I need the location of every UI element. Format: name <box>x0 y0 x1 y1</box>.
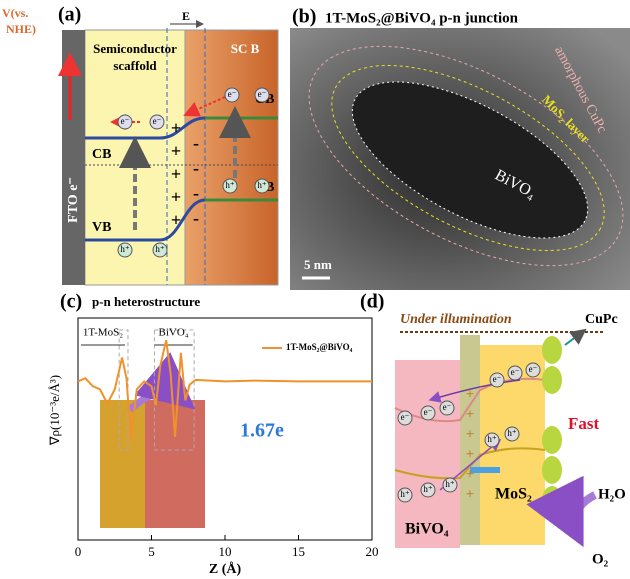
particle-label: e⁻ <box>401 412 410 422</box>
panel-label: (c) <box>60 291 82 313</box>
particle-label: e⁻ <box>121 116 130 126</box>
panel-b: (b) 1T-MoS₂@BiVO₄ p-n junction amorphous… <box>275 1 630 311</box>
charge: + <box>171 141 181 161</box>
panel-a: (a) V(vs. NHE) FTO e⁻ E Semiconductor sc… <box>2 4 278 285</box>
oxygen-label: O₂ <box>592 551 609 567</box>
particle-label: h⁺ <box>155 244 165 254</box>
bivo4-label: BiVO₄ <box>405 521 449 538</box>
panel-title: 1T-MoS₂@BiVO₄ p-n junction <box>325 10 519 26</box>
cupc-bump <box>542 486 562 514</box>
charge: + <box>171 210 181 230</box>
particle-label: e⁻ <box>493 374 502 384</box>
region-label: scaffold <box>113 58 157 73</box>
panel-label: (b) <box>292 6 316 28</box>
x-tick-label: 10 <box>219 544 232 559</box>
particle-label: e⁻ <box>443 402 452 412</box>
charge: - <box>193 183 199 203</box>
region-label: Semiconductor <box>93 41 177 56</box>
panel-label: (d) <box>360 291 384 313</box>
charge: - <box>193 133 199 153</box>
particle-label: e⁻ <box>153 116 162 126</box>
charge: - <box>193 208 199 228</box>
panel-label: (a) <box>58 4 81 26</box>
region-label: BiVO₄ <box>158 327 188 339</box>
charge: + <box>466 446 474 462</box>
y-axis-label: ∇ρ(10⁻³e/Å³) <box>47 375 62 446</box>
band-label: CB <box>92 147 111 162</box>
particle-label: e⁻ <box>258 89 267 99</box>
region-label: SC B <box>231 41 260 56</box>
x-axis-label: Z (Å) <box>209 561 242 577</box>
cupc-bump <box>542 456 562 484</box>
fto-label: FTO e⁻ <box>66 177 81 223</box>
x-tick-label: 5 <box>148 544 155 559</box>
particle-label: e⁻ <box>228 89 237 99</box>
particle-label: e⁻ <box>424 407 433 417</box>
band-label: VB <box>92 220 111 235</box>
fast-label: Fast <box>568 414 600 433</box>
chart-title: p-n heterostructure <box>92 294 200 309</box>
charge: + <box>171 118 181 138</box>
illumination-label: Under illumination <box>400 312 512 327</box>
particle-label: e⁻ <box>529 364 538 374</box>
field-label: E <box>182 9 190 23</box>
region-label: 1T-MoS₂ <box>83 327 123 339</box>
figure: (a) V(vs. NHE) FTO e⁻ E Semiconductor sc… <box>0 0 630 579</box>
charge: + <box>171 164 181 184</box>
oxidation-arrow <box>575 495 595 540</box>
particle-label: h⁺ <box>423 484 433 494</box>
legend-label: 1T-MoS₂@BiVO₄ <box>286 342 353 352</box>
charge: + <box>466 426 474 442</box>
particle-label: h⁺ <box>225 180 235 190</box>
axis-label: V(vs. <box>2 6 28 20</box>
cupc-bump <box>542 366 562 394</box>
particle-label: h⁺ <box>507 428 517 438</box>
particle-label: h⁺ <box>445 479 455 489</box>
particle-label: h⁺ <box>257 180 267 190</box>
fto-bar <box>62 30 85 285</box>
particle-label: h⁺ <box>120 244 130 254</box>
charge: + <box>466 406 474 422</box>
particle-label: e⁻ <box>511 367 520 377</box>
cupc-bump <box>542 426 562 454</box>
charge: + <box>466 386 474 402</box>
axis-label: NHE) <box>6 22 36 36</box>
x-tick-label: 0 <box>75 544 82 559</box>
particle-label: h⁺ <box>400 489 410 499</box>
panel-c: (c) p-n heterostructure Z (Å) ∇ρ(10⁻³e/Å… <box>47 291 379 578</box>
scale-label: 5 nm <box>304 257 332 272</box>
charge: + <box>466 486 474 502</box>
x-tick-label: 15 <box>292 544 305 559</box>
panel-d: (d) Under illumination CuPc Fast H₂O O₂ … <box>360 291 626 568</box>
mos2-label: MoS₂ <box>495 486 532 503</box>
charge: + <box>171 187 181 207</box>
particle-label: h⁺ <box>487 434 497 444</box>
annotation: 1.67e <box>240 420 284 442</box>
cupc-label: CuPc <box>585 312 618 327</box>
charge: - <box>193 158 199 178</box>
cupc-bump <box>542 336 562 364</box>
x-tick-label: 20 <box>366 544 379 559</box>
structure-image <box>100 400 145 528</box>
water-label: H₂O <box>598 486 626 502</box>
charge: + <box>466 466 474 482</box>
